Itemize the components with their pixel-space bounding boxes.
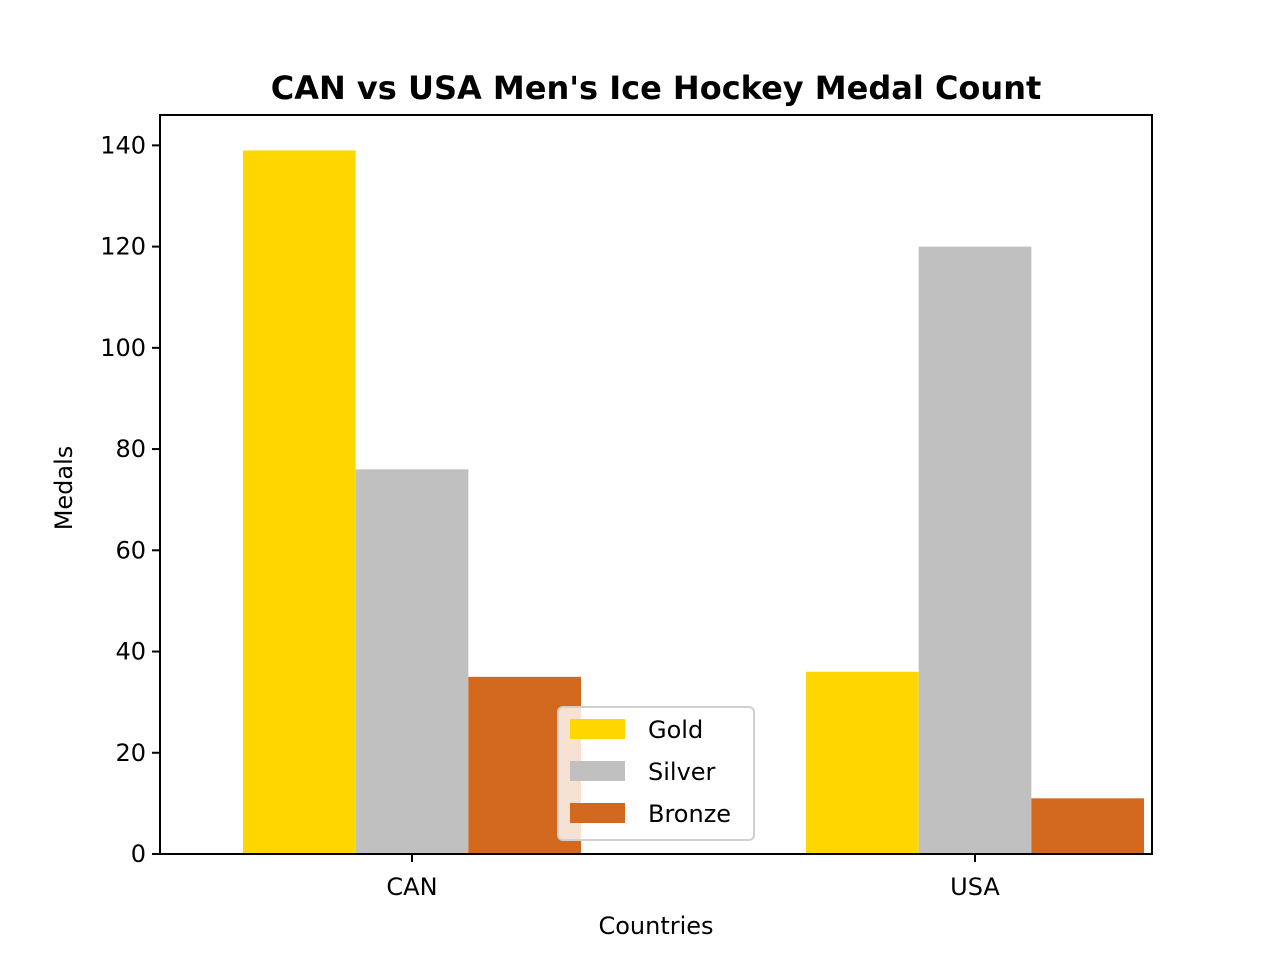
bar-gold-can [242, 150, 356, 854]
x-tick-label: CAN [386, 873, 437, 901]
legend: Gold Silver Bronze [557, 706, 755, 841]
y-tick-label: 60 [115, 536, 146, 564]
x-axis-ticks: CAN USA [386, 854, 1000, 901]
legend-label-gold: Gold [648, 716, 703, 744]
legend-label-bronze: Bronze [648, 800, 731, 828]
x-tick-label: USA [950, 873, 1000, 901]
y-axis-ticks: 0 20 40 60 80 100 120 140 [100, 131, 160, 868]
legend-swatch-gold [570, 719, 625, 739]
y-tick-label: 40 [115, 638, 146, 666]
y-tick-label: 0 [131, 840, 146, 868]
chart-title: CAN vs USA Men's Ice Hockey Medal Count [271, 69, 1042, 107]
bar-silver-usa [918, 246, 1032, 855]
legend-label-silver: Silver [648, 758, 716, 786]
y-tick-label: 140 [100, 131, 146, 159]
bar-bronze-usa [1031, 798, 1145, 854]
y-tick-label: 80 [115, 435, 146, 463]
y-tick-label: 20 [115, 739, 146, 767]
y-tick-label: 120 [100, 233, 146, 261]
bar-silver-can [355, 469, 469, 854]
plot-frame [159, 114, 1153, 855]
y-tick-label: 100 [100, 334, 146, 362]
bars-layer [242, 150, 1145, 855]
y-axis-label: Medals [50, 446, 78, 531]
legend-swatch-bronze [570, 803, 625, 823]
legend-swatch-silver [570, 761, 625, 781]
x-axis-label: Countries [598, 912, 713, 940]
bar-gold-usa [805, 671, 919, 854]
